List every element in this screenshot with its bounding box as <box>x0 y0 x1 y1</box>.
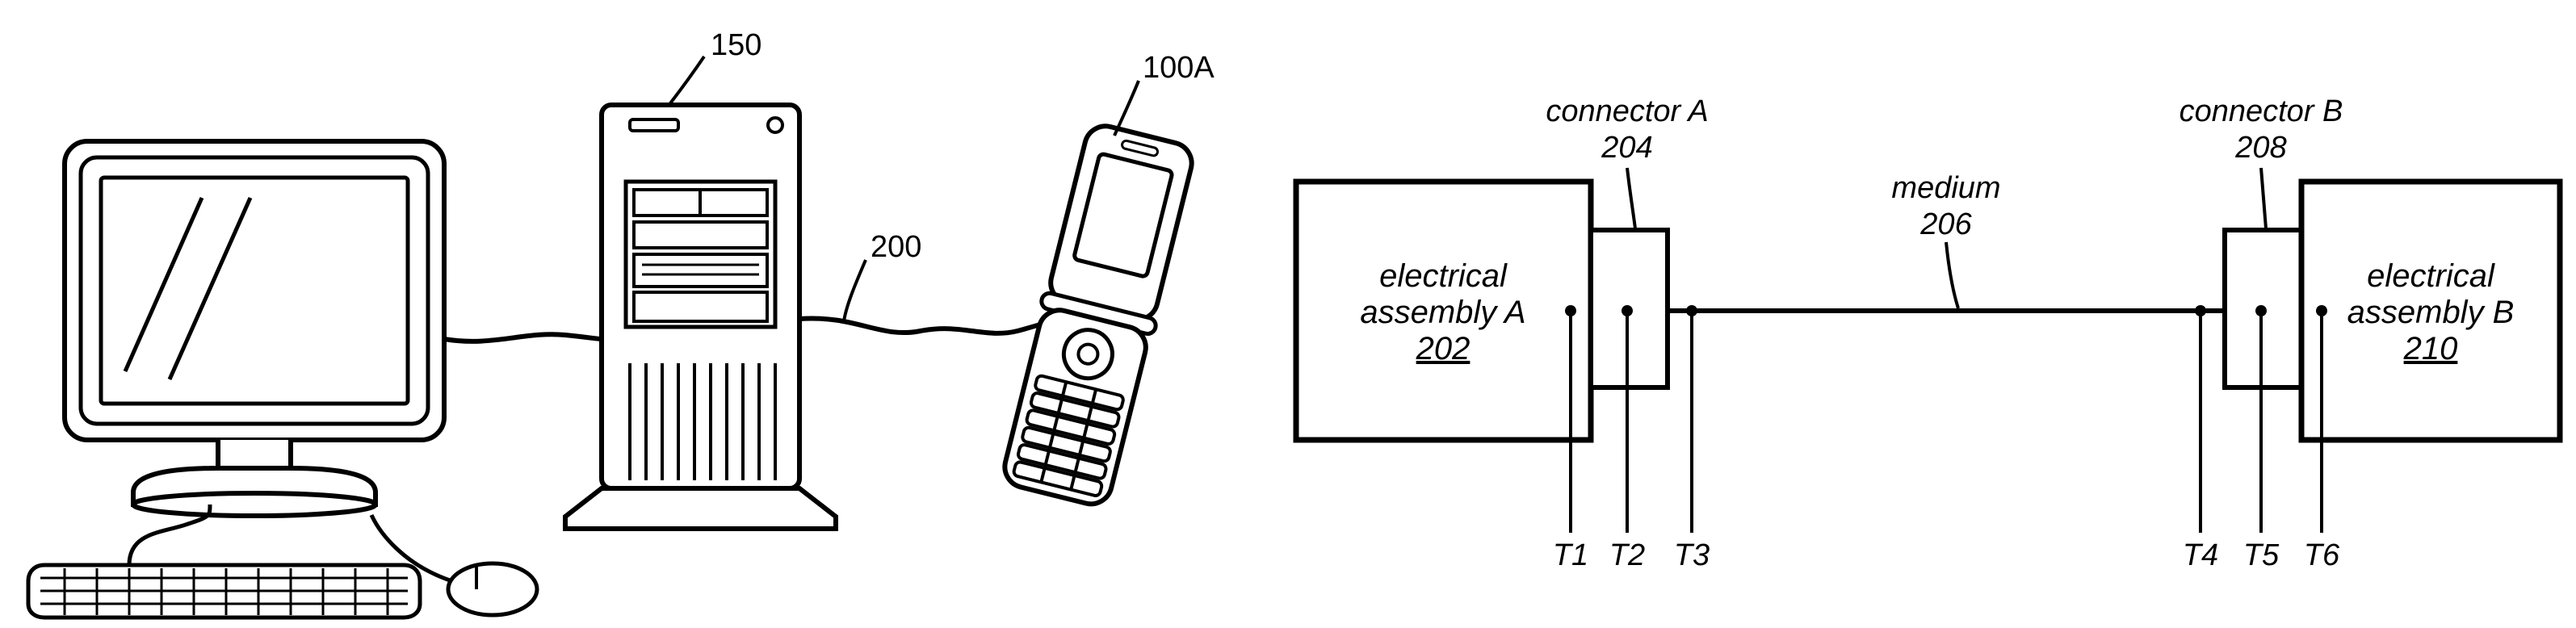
t3-label: T3 <box>1674 538 1710 572</box>
assembly-b-ref: 210 <box>2403 331 2458 366</box>
right-panel: electrical assembly A 202 connector A 20… <box>1296 94 2560 572</box>
assembly-b-line1: electrical <box>2367 258 2495 294</box>
connector-a-ref: 204 <box>1601 131 1652 165</box>
ref-150-leader: 150 <box>670 28 761 103</box>
t6-label: T6 <box>2304 538 2340 572</box>
keyboard-icon <box>28 504 420 618</box>
monitor-icon <box>65 141 444 516</box>
ref-200-leader: 200 <box>844 230 921 321</box>
medium-label: medium <box>1891 171 2000 205</box>
connector-a-label: connector A <box>1546 94 1708 128</box>
assembly-a-line2: assembly A <box>1360 295 1525 330</box>
ref-100a-label: 100A <box>1143 51 1215 85</box>
assembly-b-line2: assembly B <box>2347 295 2515 330</box>
t5-label: T5 <box>2243 538 2280 572</box>
monitor-cable <box>444 334 602 341</box>
connector-a-leader <box>1627 168 1635 228</box>
medium-ref: 206 <box>1919 207 1972 241</box>
connector-b-leader <box>2261 168 2266 228</box>
tower-icon <box>565 105 836 529</box>
left-panel: 150 200 <box>28 28 1215 618</box>
t2-label: T2 <box>1609 538 1645 572</box>
flip-phone-icon <box>996 121 1200 509</box>
assembly-a-ref: 202 <box>1416 331 1471 366</box>
connector-b-label: connector B <box>2180 94 2343 128</box>
t4-label: T4 <box>2183 538 2218 572</box>
ref-200-label: 200 <box>871 230 921 264</box>
t1-label: T1 <box>1553 538 1588 572</box>
medium-leader <box>1946 242 1958 308</box>
ref-150-label: 150 <box>711 28 761 62</box>
assembly-a-line1: electrical <box>1379 258 1508 294</box>
cable-200 <box>799 315 1072 333</box>
ref-100a-leader: 100A <box>1114 51 1215 136</box>
connector-b-ref: 208 <box>2234 131 2286 165</box>
